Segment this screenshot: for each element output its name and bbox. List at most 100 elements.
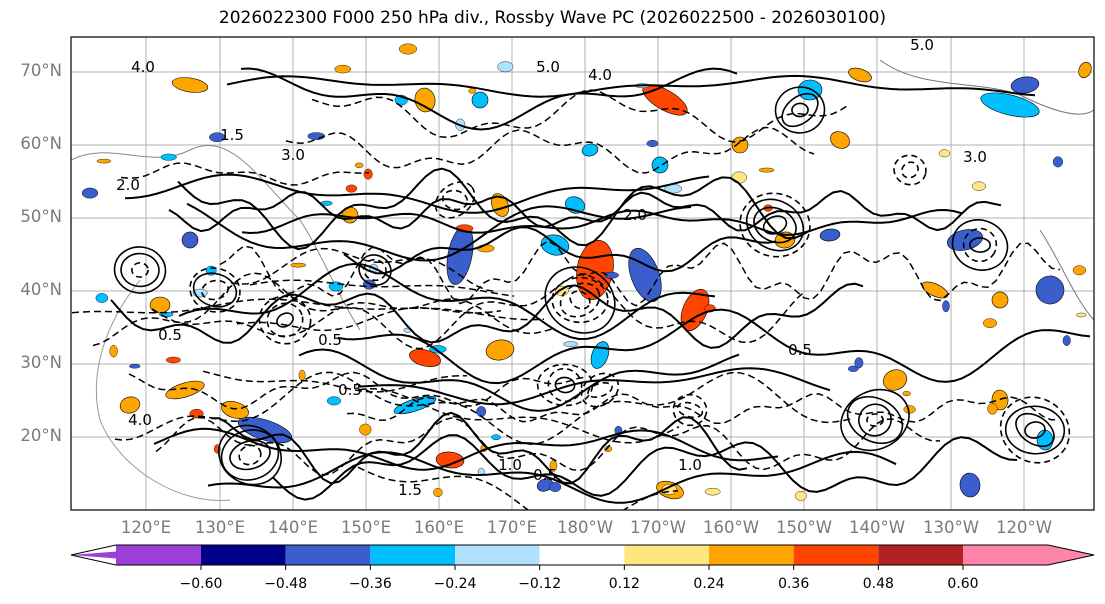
negative-contour xyxy=(739,192,811,258)
lon-label: 170°W xyxy=(629,518,687,537)
colorbar-outline xyxy=(70,544,1095,566)
divergence-blob xyxy=(491,434,501,441)
divergence-blob xyxy=(921,281,949,299)
negative-contour xyxy=(238,444,262,466)
divergence-blob xyxy=(435,451,465,469)
negative-contour xyxy=(358,388,680,444)
divergence-blob xyxy=(181,231,199,249)
divergence-blob xyxy=(704,487,721,496)
negative-contour xyxy=(962,227,998,263)
divergence-blob xyxy=(476,406,487,417)
divergence-blob xyxy=(471,91,489,109)
contour-label: 1.5 xyxy=(398,481,422,499)
colorbar-tick-label: 0.48 xyxy=(862,576,894,592)
divergence-blob xyxy=(794,490,807,501)
positive-contour xyxy=(220,429,280,481)
rossby-wave-contours xyxy=(71,67,1091,510)
lat-label: 60°N xyxy=(20,134,62,153)
colorbar-segment xyxy=(878,545,963,565)
divergence-blob xyxy=(854,357,864,369)
divergence-blob xyxy=(334,64,352,74)
divergence-blob xyxy=(581,143,599,157)
negative-contour xyxy=(587,382,613,398)
positive-contour xyxy=(218,424,282,486)
lon-label: 160°W xyxy=(702,518,760,537)
divergence-blob xyxy=(326,396,342,406)
lon-label: 150°E xyxy=(340,518,392,537)
negative-contour xyxy=(258,295,312,345)
positive-contour xyxy=(544,266,616,334)
colorbar-segment xyxy=(539,545,625,565)
lon-label: 130°E xyxy=(194,518,246,537)
positive-contour xyxy=(858,403,892,437)
contour-label: 4.0 xyxy=(131,58,155,76)
divergence-blob xyxy=(972,181,986,191)
positive-contour xyxy=(153,427,779,471)
divergence-blob xyxy=(959,472,981,498)
divergence-blob xyxy=(1062,335,1071,346)
divergence-blob xyxy=(819,228,841,242)
positive-contour xyxy=(951,219,1009,271)
positive-contour xyxy=(554,376,576,394)
lon-label: 180°W xyxy=(556,518,614,537)
colorbar-tick-label: 0.24 xyxy=(693,576,725,592)
negative-contour xyxy=(441,189,469,211)
contour-label: 2.0 xyxy=(623,206,647,224)
lon-label: 160°E xyxy=(413,518,465,537)
divergence-blob xyxy=(830,131,850,149)
contour-label: 1.0 xyxy=(498,456,522,474)
positive-contour xyxy=(337,308,1091,385)
colorbar-segment xyxy=(793,545,879,565)
negative-contour xyxy=(189,267,241,313)
contour-label: 0.5 xyxy=(533,466,557,484)
divergence-blob xyxy=(221,401,249,419)
divergence-blob xyxy=(165,380,205,400)
positive-contour xyxy=(276,312,294,328)
positive-contour xyxy=(178,262,716,341)
negative-contour xyxy=(201,279,229,301)
negative-contour xyxy=(547,367,583,403)
contour-label: 0.5 xyxy=(788,341,812,359)
divergence-blob xyxy=(797,79,823,101)
positive-contour xyxy=(969,237,991,253)
divergence-blob xyxy=(549,460,558,472)
colorbar-tick-label: 0.36 xyxy=(778,576,810,592)
divergence-blob xyxy=(485,339,515,361)
contour-label: 0.5 xyxy=(318,331,342,349)
divergence-blob xyxy=(982,318,998,328)
negative-contour xyxy=(569,290,591,310)
negative-contour xyxy=(999,396,1071,464)
positive-contour xyxy=(791,102,809,118)
contour-label: 1.0 xyxy=(678,456,702,474)
divergence-blob xyxy=(980,92,1040,118)
contour-label: 2.0 xyxy=(116,176,140,194)
contour-label: 5.0 xyxy=(910,36,934,54)
negative-contour xyxy=(266,302,304,338)
colorbar-tick-label: −0.36 xyxy=(348,576,392,592)
lat-label: 30°N xyxy=(20,353,62,372)
lon-label: 140°E xyxy=(267,518,319,537)
negative-contour xyxy=(551,276,609,324)
divergence-blob xyxy=(345,184,358,193)
divergence-blob xyxy=(947,229,983,251)
negative-contour xyxy=(71,298,545,321)
divergence-blob xyxy=(363,168,373,180)
divergence-blob xyxy=(166,356,181,364)
map-title: 2026022300 F000 250 hPa div., Rossby Wav… xyxy=(218,8,887,28)
contour-label: 4.0 xyxy=(128,411,152,429)
colorbar-segment xyxy=(201,545,286,565)
negative-contour xyxy=(363,258,387,282)
map-frame xyxy=(70,36,1095,511)
colorbar-tick-label: 0.60 xyxy=(947,576,979,592)
positive-contour xyxy=(110,282,864,349)
positive-contour xyxy=(120,252,160,288)
negative-contour xyxy=(901,161,919,179)
divergence-blob xyxy=(497,61,514,73)
divergence-blob xyxy=(81,187,99,199)
negative-contour xyxy=(131,262,149,278)
contour-label: 3.0 xyxy=(963,148,987,166)
divergence-blob xyxy=(433,487,443,498)
contour-label: 3.0 xyxy=(281,146,305,164)
positive-contour xyxy=(211,411,748,485)
